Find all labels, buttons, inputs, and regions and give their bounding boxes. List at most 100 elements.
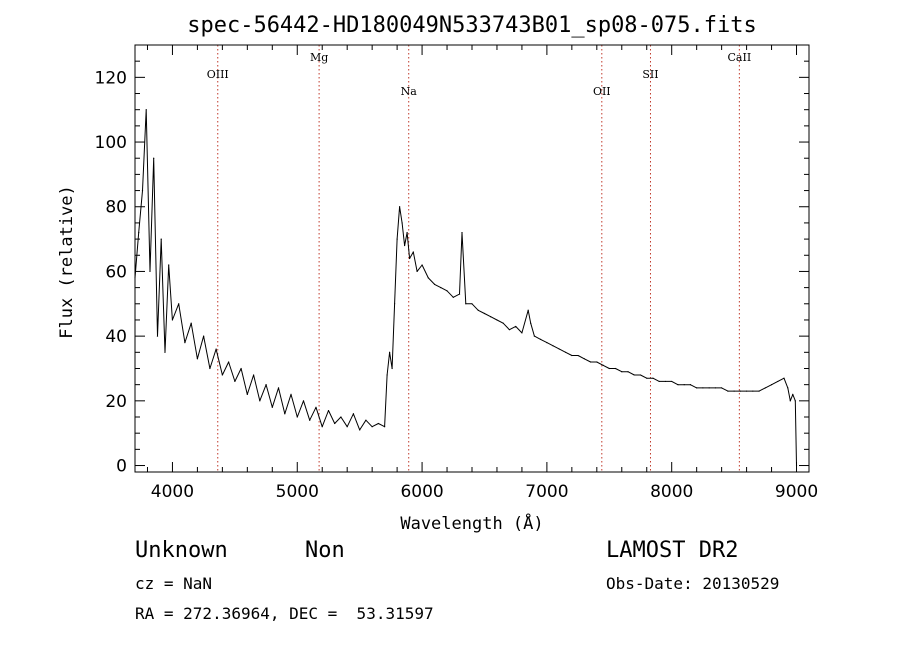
x-tick-label: 7000 bbox=[525, 482, 568, 502]
spectrum-point bbox=[340, 416, 342, 418]
spectrum-point bbox=[627, 371, 629, 373]
plot-area: OIII Mg Na OII SII CaII bbox=[134, 45, 798, 472]
spectrum-point bbox=[583, 358, 585, 360]
spectrum-point bbox=[391, 367, 393, 370]
y-tick-label: 100 bbox=[95, 133, 127, 153]
spectrum-point bbox=[138, 232, 140, 234]
spectrum-point bbox=[696, 387, 698, 389]
spectrum-point bbox=[265, 384, 267, 386]
spectrum-point bbox=[708, 387, 710, 389]
spectrum-point bbox=[401, 222, 403, 224]
axis-ticks: 4000 5000 6000 7000 8000 9000 0 20 40 60 80 100 120 bbox=[95, 45, 818, 502]
spectrum-point bbox=[377, 422, 379, 425]
spectrum-point bbox=[502, 322, 504, 324]
spectrum-point bbox=[196, 358, 199, 360]
spectrum-point bbox=[168, 264, 170, 266]
spectrum-point bbox=[404, 244, 406, 247]
spectrum-point bbox=[433, 283, 436, 285]
spectrum-point bbox=[589, 361, 592, 363]
spectrum-point bbox=[465, 303, 467, 305]
spectrum-point bbox=[160, 238, 162, 240]
x-tick-label: 9000 bbox=[775, 482, 818, 502]
spectrum-point bbox=[533, 335, 536, 337]
spectrum-point bbox=[540, 338, 542, 340]
spectrum-point bbox=[621, 371, 623, 373]
spectrum-point bbox=[327, 409, 330, 412]
spectrum-point bbox=[461, 232, 463, 234]
spectrum-point bbox=[399, 206, 401, 208]
y-tick-label: 120 bbox=[95, 68, 127, 88]
line-marker-label: CaII bbox=[728, 51, 752, 64]
spectrum-point bbox=[577, 354, 579, 357]
spectrum-point bbox=[259, 400, 261, 402]
spectrum-point bbox=[203, 335, 205, 337]
spectrum-point bbox=[794, 400, 796, 402]
line-marker-label: Na bbox=[401, 85, 418, 98]
spectrum-point bbox=[277, 387, 280, 389]
spectrum-point bbox=[458, 293, 461, 295]
spectrum-point bbox=[739, 390, 741, 392]
spectrum-point bbox=[359, 429, 361, 431]
ra-dec-coordinates: RA = 272.36964, DEC = 53.31597 bbox=[135, 604, 434, 623]
spectrum-point bbox=[190, 322, 192, 324]
spectrum-point bbox=[646, 377, 648, 379]
spectrum-point bbox=[412, 251, 414, 253]
spectrum-point bbox=[521, 332, 523, 334]
spectrum-point bbox=[471, 303, 473, 305]
spectrum-point bbox=[745, 390, 748, 392]
spectrum-point bbox=[565, 351, 567, 353]
spectrum-point bbox=[733, 390, 735, 392]
spectrum-point bbox=[702, 387, 704, 389]
spectrum-point bbox=[145, 109, 147, 111]
spectrum-point bbox=[477, 309, 479, 311]
spectrum-point bbox=[209, 367, 211, 370]
spectrum-series-line bbox=[134, 109, 797, 466]
spectrum-point bbox=[721, 387, 723, 389]
spectrum-point bbox=[228, 361, 230, 363]
spectrum-point bbox=[452, 296, 454, 298]
object-subclass: Non bbox=[305, 538, 345, 563]
spectrum-point bbox=[614, 367, 617, 370]
spectrum-point bbox=[309, 419, 311, 421]
spectrum-point bbox=[446, 290, 448, 292]
spectrum-point bbox=[427, 277, 429, 279]
spectrum-point bbox=[677, 384, 679, 386]
spectrum-point bbox=[727, 390, 729, 392]
y-tick-label: 80 bbox=[105, 198, 127, 218]
spectrum-point bbox=[384, 426, 386, 428]
observation-date: Obs-Date: 20130529 bbox=[606, 574, 780, 593]
spectrum-point bbox=[334, 422, 336, 425]
spectrum-point bbox=[552, 345, 554, 347]
spectrum-point bbox=[440, 287, 442, 289]
spectrum-point bbox=[153, 157, 155, 159]
spectrum-point bbox=[571, 354, 573, 357]
spectrum-point bbox=[346, 426, 348, 428]
spectrum-point bbox=[764, 387, 766, 389]
chart-title: spec-56442-HD180049N533743B01_sp08-075.f… bbox=[187, 13, 757, 38]
spectrum-point bbox=[527, 309, 529, 311]
spectrum-point bbox=[608, 367, 610, 370]
spectrum-point bbox=[252, 374, 255, 376]
spectrum-point bbox=[787, 387, 789, 389]
spectrum-point bbox=[602, 364, 604, 366]
spectrum-point bbox=[546, 342, 548, 344]
spectrum-point bbox=[290, 393, 292, 395]
y-tick-label: 40 bbox=[105, 327, 127, 347]
spectrum-point bbox=[596, 361, 598, 363]
spectrum-point bbox=[639, 374, 642, 376]
spectrum-point bbox=[284, 413, 286, 415]
spectrum-point bbox=[371, 426, 373, 428]
spectrum-point bbox=[408, 257, 411, 260]
x-axis-label: Wavelength (Å) bbox=[400, 512, 543, 534]
y-tick-label: 0 bbox=[116, 457, 127, 477]
x-tick-label: 4000 bbox=[151, 482, 194, 502]
spectrum-point bbox=[302, 400, 305, 402]
spectrum-point bbox=[315, 406, 317, 408]
spectrum-point bbox=[215, 348, 217, 350]
x-tick-label: 8000 bbox=[650, 482, 693, 502]
spectrum-point bbox=[652, 377, 654, 379]
spectrum-point bbox=[416, 270, 418, 273]
spectrum-point bbox=[530, 322, 532, 324]
spectrum-point bbox=[792, 393, 794, 395]
spectrum-point bbox=[164, 351, 166, 353]
